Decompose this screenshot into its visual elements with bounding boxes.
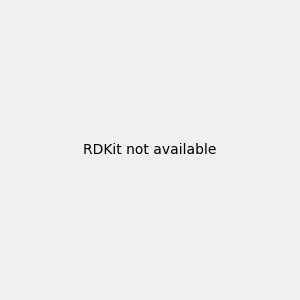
Text: RDKit not available: RDKit not available [83,143,217,157]
